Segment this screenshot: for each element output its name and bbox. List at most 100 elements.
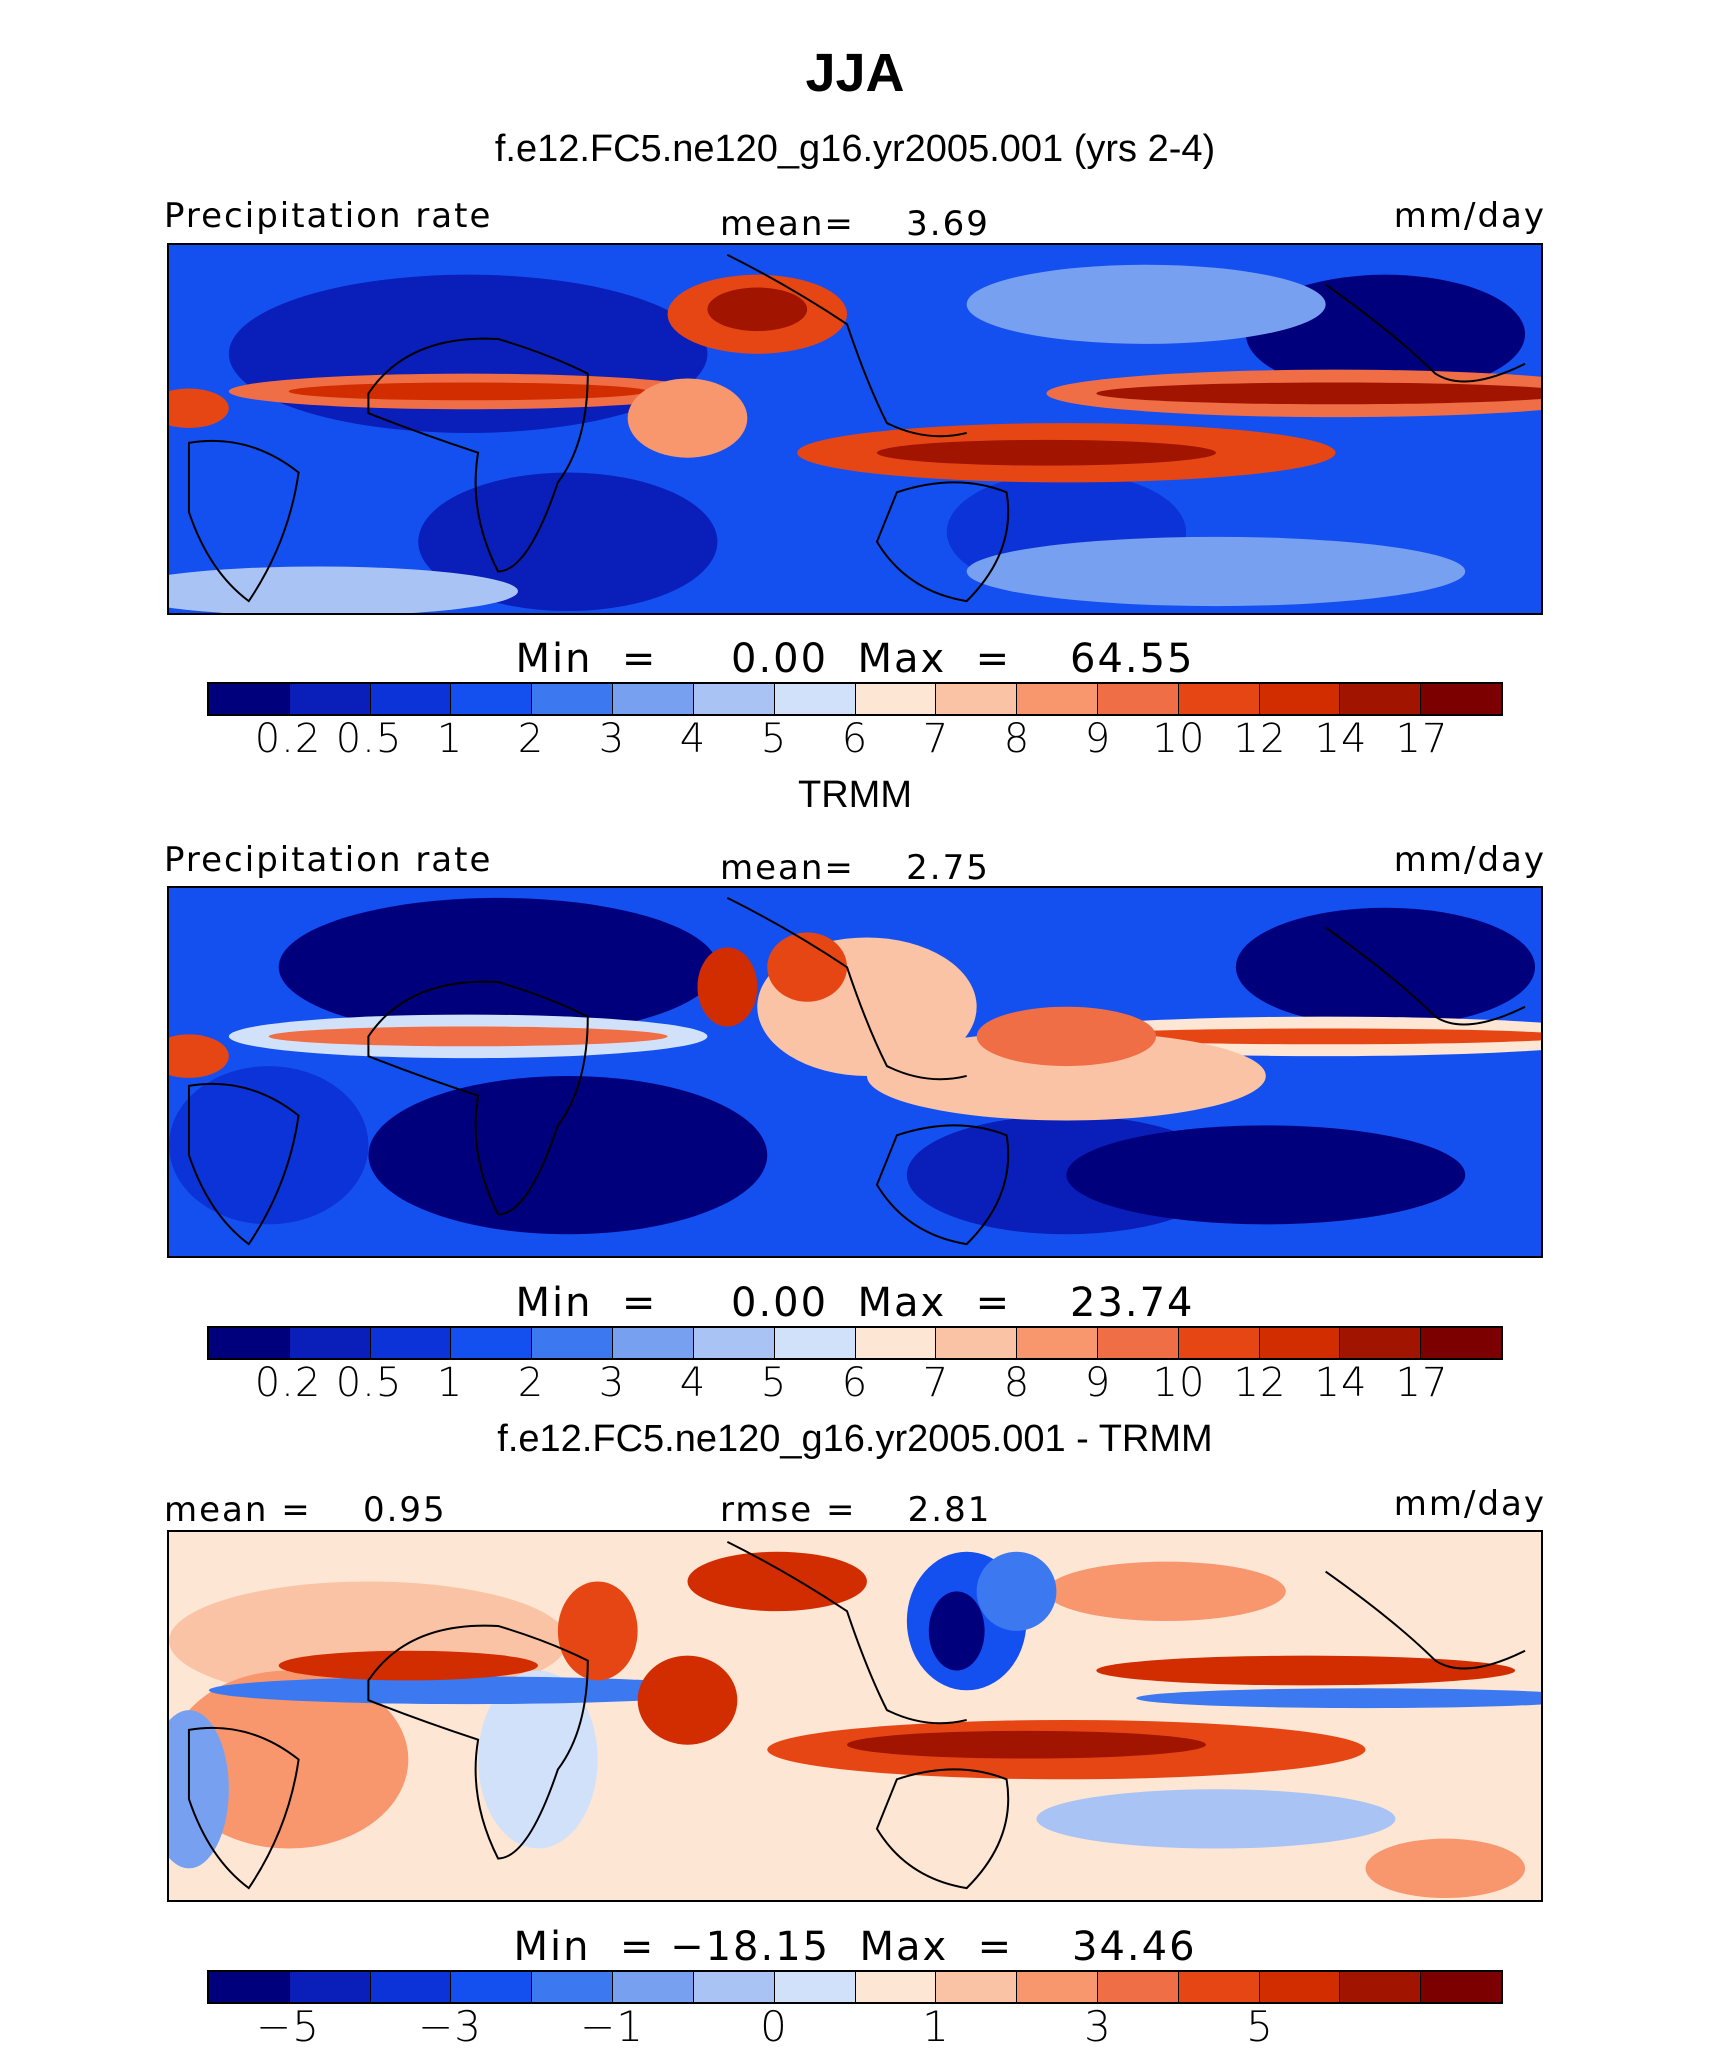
colorbar-tick-label: 1 (436, 1360, 464, 1406)
colorbar-swatch (693, 1328, 775, 1358)
panel-3-colorbar (207, 1970, 1503, 2004)
colorbar-swatch (532, 1328, 614, 1358)
colorbar-swatch (370, 684, 452, 714)
colorbar-tick-label: 14 (1314, 716, 1368, 762)
colorbar-swatch (209, 1328, 290, 1358)
panel-2-variable-label: Precipitation rate (164, 840, 493, 880)
colorbar-tick-label: 1 (922, 2002, 950, 2051)
panel-1-subtitle: f.e12.FC5.ne120_g16.yr2005.001 (yrs 2-4) (494, 128, 1216, 170)
colorbar-tick-label: −3 (418, 2002, 482, 2051)
colorbar-tick-label: 17 (1395, 1360, 1449, 1406)
colorbar-swatch (1178, 1972, 1260, 2002)
colorbar-swatch (370, 1328, 452, 1358)
colorbar-swatch (1097, 1972, 1179, 2002)
colorbar-swatch (1017, 684, 1098, 714)
colorbar-swatch (1340, 684, 1422, 714)
colorbar-swatch (855, 1972, 937, 2002)
panel-1-map (167, 243, 1543, 615)
colorbar-swatch (1421, 1972, 1501, 2002)
panel-1-variable-label: Precipitation rate (164, 196, 493, 236)
colorbar-swatch (1017, 1328, 1098, 1358)
colorbar-tick-label: 9 (1084, 1360, 1112, 1406)
colorbar-tick-label: 10 (1152, 1360, 1206, 1406)
panel-3-colorbar-ticks: −5 −3 −1 0 1 3 5 (0, 2002, 1710, 2051)
colorbar-swatch (855, 684, 937, 714)
panel-2-minmax: Min = 0.00 Max = 23.74 (515, 1280, 1195, 1326)
colorbar-tick-label: 12 (1233, 716, 1287, 762)
colorbar-tick-label: −5 (256, 2002, 320, 2051)
colorbar-tick-label: 4 (679, 716, 707, 762)
colorbar-tick-label: 0.5 (335, 716, 403, 762)
colorbar-swatch (613, 1328, 694, 1358)
colorbar-swatch (451, 1328, 533, 1358)
panel-3-rmse-label: rmse = 2.81 (720, 1490, 992, 1530)
panel-2-mean-label: mean= 2.75 (720, 848, 990, 888)
colorbar-swatch (532, 684, 614, 714)
colorbar-tick-label: 0.2 (254, 716, 322, 762)
colorbar-tick-label: 5 (1246, 2002, 1274, 2051)
colorbar-tick-label: 5 (760, 1360, 788, 1406)
colorbar-swatch (209, 684, 290, 714)
panel-3-mean-label: mean = 0.95 (164, 1490, 447, 1530)
panel-3-subtitle: f.e12.FC5.ne120_g16.yr2005.001 - TRMM (497, 1418, 1213, 1460)
colorbar-tick-label: 2 (517, 1360, 545, 1406)
colorbar-swatch (1178, 684, 1260, 714)
figure-title: JJA (805, 43, 905, 103)
colorbar-swatch (936, 1972, 1018, 2002)
colorbar-tick-label: 3 (598, 716, 626, 762)
panel-3-units-label: mm/day (1393, 1484, 1546, 1524)
colorbar-tick-label: 12 (1233, 1360, 1287, 1406)
colorbar-swatch (209, 1972, 290, 2002)
colorbar-swatch (774, 1328, 856, 1358)
colorbar-tick-label: 8 (1003, 716, 1031, 762)
colorbar-swatch (532, 1972, 614, 2002)
panel-3-map (167, 1530, 1543, 1902)
colorbar-swatch (693, 684, 775, 714)
panel-2-colorbar-ticks: 0.2 0.5 1 2 3 4 5 6 7 8 9 10 12 14 17 (0, 1360, 1710, 1410)
colorbar-swatch (1259, 1328, 1341, 1358)
panel-2-map (167, 886, 1543, 1258)
panel-1-minmax: Min = 0.00 Max = 64.55 (515, 636, 1195, 682)
colorbar-swatch (1259, 1972, 1341, 2002)
colorbar-swatch (1178, 1328, 1260, 1358)
colorbar-swatch (774, 1972, 856, 2002)
colorbar-tick-label: 2 (517, 716, 545, 762)
colorbar-swatch (936, 684, 1018, 714)
colorbar-tick-label: 1 (436, 716, 464, 762)
colorbar-tick-label: 3 (598, 1360, 626, 1406)
colorbar-tick-label: 4 (679, 1360, 707, 1406)
colorbar-swatch (289, 684, 371, 714)
panel-1-units-label: mm/day (1393, 196, 1546, 236)
colorbar-tick-label: 7 (922, 1360, 950, 1406)
colorbar-tick-label: 14 (1314, 1360, 1368, 1406)
colorbar-tick-label: 3 (1084, 2002, 1112, 2051)
colorbar-swatch (1017, 1972, 1098, 2002)
panel-1-mean-label: mean= 3.69 (720, 204, 990, 244)
colorbar-swatch (289, 1328, 371, 1358)
panel-3-minmax: Min = −18.15 Max = 34.46 (513, 1924, 1197, 1970)
colorbar-swatch (1097, 1328, 1179, 1358)
colorbar-swatch (693, 1972, 775, 2002)
colorbar-swatch (1421, 684, 1501, 714)
colorbar-swatch (1340, 1972, 1422, 2002)
colorbar-swatch (936, 1328, 1018, 1358)
colorbar-swatch (370, 1972, 452, 2002)
colorbar-swatch (613, 684, 694, 714)
panel-1-colorbar (207, 682, 1503, 716)
colorbar-tick-label: 6 (841, 1360, 869, 1406)
colorbar-tick-label: 17 (1395, 716, 1449, 762)
colorbar-tick-label: 0 (760, 2002, 788, 2051)
colorbar-tick-label: 8 (1003, 1360, 1031, 1406)
colorbar-swatch (1259, 684, 1341, 714)
panel-2-colorbar (207, 1326, 1503, 1360)
colorbar-tick-label: 10 (1152, 716, 1206, 762)
colorbar-swatch (451, 684, 533, 714)
colorbar-tick-label: 0.5 (335, 1360, 403, 1406)
colorbar-swatch (1340, 1328, 1422, 1358)
colorbar-tick-label: 9 (1084, 716, 1112, 762)
colorbar-tick-label: 7 (922, 716, 950, 762)
colorbar-swatch (1421, 1328, 1501, 1358)
panel-1-colorbar-ticks: 0.2 0.5 1 2 3 4 5 6 7 8 9 10 12 14 17 (0, 716, 1710, 766)
panel-2-units-label: mm/day (1393, 840, 1546, 880)
colorbar-swatch (289, 1972, 371, 2002)
